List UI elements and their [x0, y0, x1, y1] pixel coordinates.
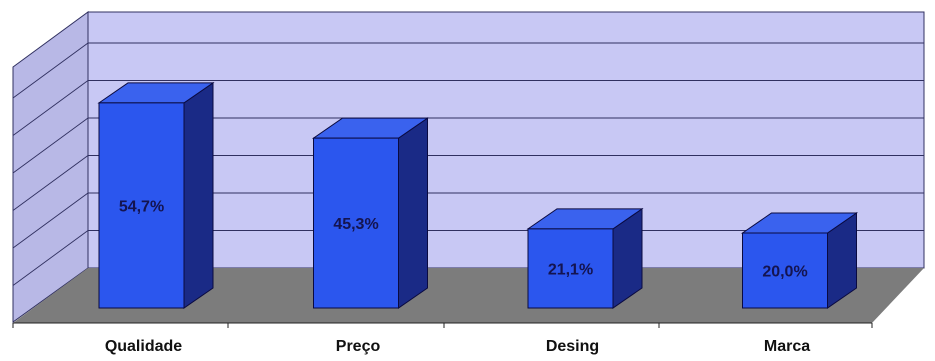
bar-front: [98, 102, 185, 309]
side-gridline: [12, 117, 89, 174]
value-label: 20,0%: [762, 264, 807, 281]
value-label: 54,7%: [119, 198, 164, 215]
side-gridline: [12, 230, 89, 286]
side-gridline: [12, 80, 89, 136]
side-gridline: [12, 192, 89, 249]
bar-4: 20,0%: [740, 212, 859, 309]
bars: 54,7% 45,3% 21,1% 20,0%: [97, 81, 859, 309]
bar-side: [183, 81, 214, 309]
bar-3: 21,1%: [526, 207, 644, 309]
chart-floor: [13, 268, 924, 323]
category-label: Preço: [336, 338, 381, 355]
bar-front: [742, 232, 828, 309]
bar-2: 45,3%: [311, 117, 430, 309]
category-label: Marca: [764, 338, 810, 355]
side-gridline: [12, 42, 89, 99]
side-gridline: [12, 155, 89, 211]
bar-1: 54,7%: [97, 81, 215, 309]
value-label: 21,1%: [548, 261, 593, 278]
bar-front: [313, 137, 399, 309]
category-labels: Qualidade Preço Desing Marca: [105, 338, 810, 355]
bar-front: [527, 228, 614, 309]
bar-side: [398, 117, 428, 309]
value-label: 45,3%: [333, 216, 378, 233]
chart-side-wall: [12, 11, 89, 323]
category-label: Desing: [546, 338, 599, 355]
category-ticks: [12, 323, 873, 328]
category-label: Qualidade: [105, 338, 182, 355]
